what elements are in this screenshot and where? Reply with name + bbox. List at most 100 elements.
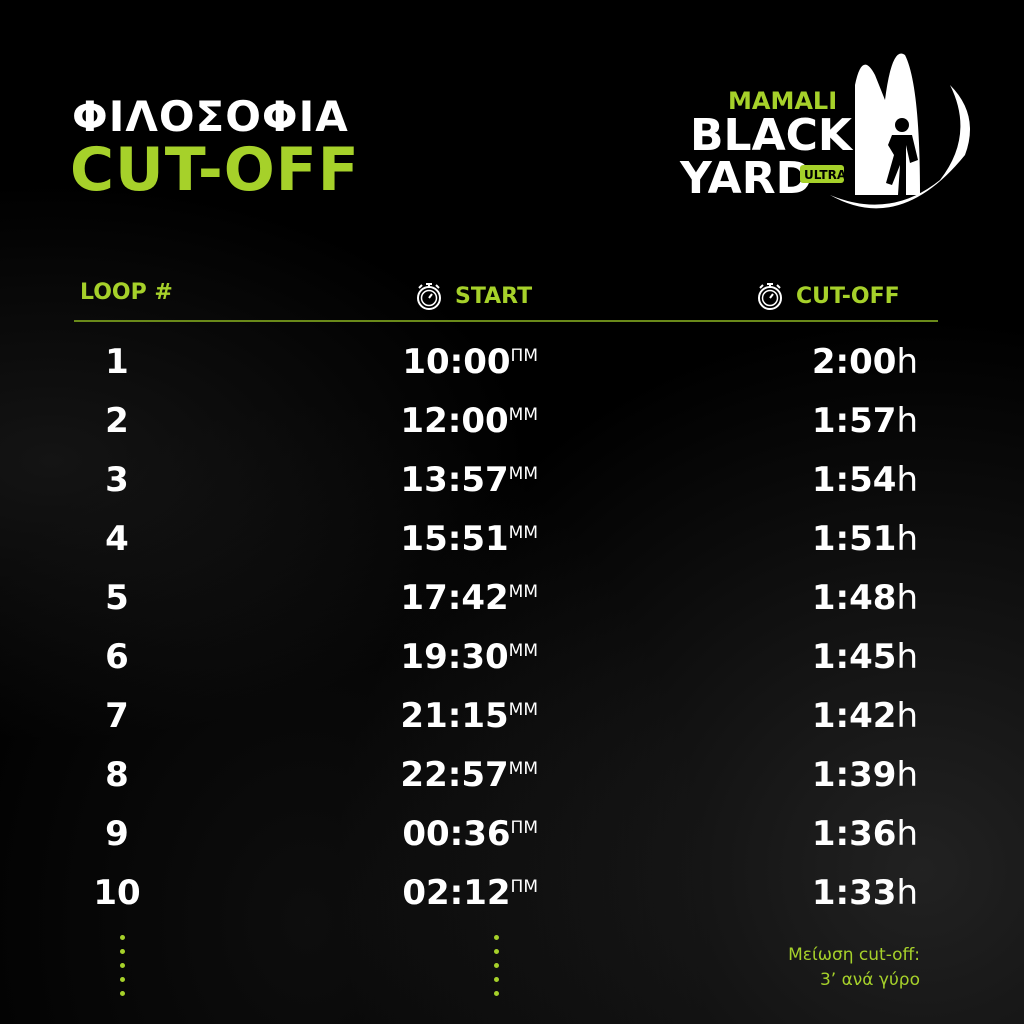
svg-text:MAMALI: MAMALI bbox=[728, 87, 837, 115]
table-row: 2 12:00ΜΜ 1:57h bbox=[0, 401, 1024, 460]
start-period: ΜΜ bbox=[508, 700, 538, 720]
start-time-value: 22:57 bbox=[400, 755, 509, 795]
cutoff-value: 1:42 bbox=[811, 696, 897, 736]
loop-number: 2 bbox=[105, 401, 129, 441]
cutoff-duration: 1:36h bbox=[812, 814, 918, 854]
table-row: 7 21:15ΜΜ 1:42h bbox=[0, 696, 1024, 755]
start-time-value: 17:42 bbox=[400, 578, 509, 618]
cutoff-unit: h bbox=[896, 342, 918, 382]
cutoff-duration: 1:57h bbox=[812, 401, 918, 441]
loop-continuation-dots bbox=[120, 935, 126, 1005]
cutoff-unit: h bbox=[896, 696, 918, 736]
cutoff-value: 1:33 bbox=[811, 873, 897, 913]
start-time-value: 21:15 bbox=[400, 696, 509, 736]
cutoff-value: 1:57 bbox=[811, 401, 897, 441]
cutoff-value: 1:36 bbox=[811, 814, 897, 854]
header-start-label: START bbox=[455, 283, 533, 309]
start-time: 22:57ΜΜ bbox=[400, 755, 538, 795]
loop-number: 5 bbox=[105, 578, 129, 618]
start-period: ΜΜ bbox=[508, 405, 538, 425]
cutoff-unit: h bbox=[896, 755, 918, 795]
start-time-value: 00:36 bbox=[402, 814, 511, 854]
svg-text:ULTRA: ULTRA bbox=[804, 168, 847, 182]
header-loop: LOOP # bbox=[80, 280, 173, 305]
start-time: 10:00ΠΜ bbox=[402, 342, 538, 382]
svg-text:YARD: YARD bbox=[679, 153, 812, 204]
cutoff-duration: 1:48h bbox=[812, 578, 918, 618]
loop-number: 9 bbox=[105, 814, 129, 854]
start-period: ΠΜ bbox=[510, 346, 538, 366]
header-loop-label: LOOP # bbox=[80, 280, 173, 305]
cutoff-reduction-note: Μείωση cut-off: 3’ ανά γύρο bbox=[788, 943, 920, 993]
note-line-1: Μείωση cut-off: bbox=[788, 945, 920, 965]
cutoff-unit: h bbox=[896, 401, 918, 441]
cutoff-duration: 1:39h bbox=[812, 755, 918, 795]
start-time: 02:12ΠΜ bbox=[402, 873, 538, 913]
cutoff-unit: h bbox=[896, 460, 918, 500]
stopwatch-icon bbox=[417, 283, 441, 310]
start-time-value: 02:12 bbox=[402, 873, 511, 913]
svg-text:BLACK: BLACK bbox=[690, 110, 854, 161]
start-time-value: 19:30 bbox=[400, 637, 509, 677]
cutoff-duration: 1:54h bbox=[812, 460, 918, 500]
start-period: ΜΜ bbox=[508, 582, 538, 602]
header-start: START bbox=[413, 280, 532, 312]
start-time-value: 10:00 bbox=[402, 342, 511, 382]
start-time: 17:42ΜΜ bbox=[400, 578, 538, 618]
cutoff-value: 1:48 bbox=[811, 578, 897, 618]
table-row: 8 22:57ΜΜ 1:39h bbox=[0, 755, 1024, 814]
loop-number: 6 bbox=[105, 637, 129, 677]
cutoff-duration: 1:51h bbox=[812, 519, 918, 559]
loop-number: 8 bbox=[105, 755, 129, 795]
cutoff-unit: h bbox=[896, 578, 918, 618]
cutoff-duration: 1:33h bbox=[812, 873, 918, 913]
loop-number: 4 bbox=[105, 519, 129, 559]
table-row: 9 00:36ΠΜ 1:36h bbox=[0, 814, 1024, 873]
start-period: ΠΜ bbox=[510, 818, 538, 838]
cutoff-duration: 1:42h bbox=[812, 696, 918, 736]
cutoff-value: 1:39 bbox=[811, 755, 897, 795]
start-period: ΠΜ bbox=[510, 877, 538, 897]
cutoff-unit: h bbox=[896, 637, 918, 677]
start-period: ΜΜ bbox=[508, 464, 538, 484]
cutoff-unit: h bbox=[896, 519, 918, 559]
cutoff-unit: h bbox=[896, 814, 918, 854]
cutoff-value: 1:54 bbox=[811, 460, 897, 500]
start-time-value: 13:57 bbox=[400, 460, 509, 500]
start-time: 00:36ΠΜ bbox=[402, 814, 538, 854]
start-time-value: 15:51 bbox=[400, 519, 509, 559]
header-cutoff-label: CUT-OFF bbox=[796, 283, 900, 309]
table-row: 6 19:30ΜΜ 1:45h bbox=[0, 637, 1024, 696]
cutoff-duration: 1:45h bbox=[812, 637, 918, 677]
cutoff-duration: 2:00h bbox=[812, 342, 918, 382]
cutoff-unit: h bbox=[896, 873, 918, 913]
mamali-black-yard-logo: MAMALI BLACK YARD ULTRA bbox=[679, 53, 970, 209]
note-line-2: 3’ ανά γύρο bbox=[819, 970, 920, 990]
cutoff-value: 1:45 bbox=[811, 637, 897, 677]
table-row: 5 17:42ΜΜ 1:48h bbox=[0, 578, 1024, 637]
table-row: 4 15:51ΜΜ 1:51h bbox=[0, 519, 1024, 578]
title-line-2: CUT-OFF bbox=[70, 135, 360, 205]
start-time-value: 12:00 bbox=[400, 401, 509, 441]
table-row: 3 13:57ΜΜ 1:54h bbox=[0, 460, 1024, 519]
start-period: ΜΜ bbox=[508, 759, 538, 779]
start-time: 21:15ΜΜ bbox=[400, 696, 538, 736]
stopwatch-icon bbox=[758, 283, 782, 310]
start-time: 15:51ΜΜ bbox=[400, 519, 538, 559]
start-continuation-dots bbox=[494, 935, 500, 1005]
loop-number: 7 bbox=[105, 696, 129, 736]
start-time: 13:57ΜΜ bbox=[400, 460, 538, 500]
loop-number: 3 bbox=[105, 460, 129, 500]
header-divider bbox=[74, 320, 938, 322]
start-period: ΜΜ bbox=[508, 641, 538, 661]
table-row: 1 10:00ΠΜ 2:00h bbox=[0, 342, 1024, 401]
loop-number: 1 bbox=[105, 342, 129, 382]
start-period: ΜΜ bbox=[508, 523, 538, 543]
start-time: 19:30ΜΜ bbox=[400, 637, 538, 677]
header-cutoff: CUT-OFF bbox=[754, 280, 900, 312]
table-row: 10 02:12ΠΜ 1:33h bbox=[0, 873, 1024, 932]
cutoff-value: 1:51 bbox=[811, 519, 897, 559]
loop-number: 10 bbox=[93, 873, 141, 913]
start-time: 12:00ΜΜ bbox=[400, 401, 538, 441]
